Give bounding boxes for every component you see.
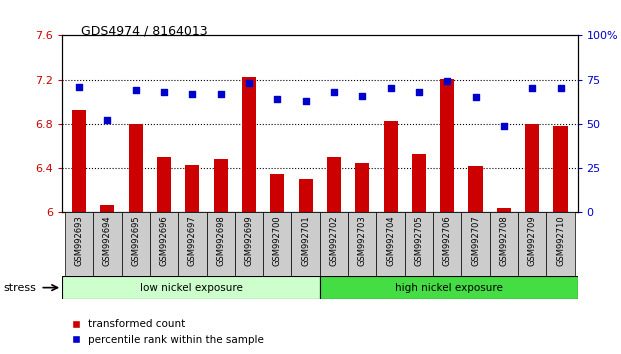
Text: high nickel exposure: high nickel exposure bbox=[395, 282, 502, 293]
Text: GSM992707: GSM992707 bbox=[471, 216, 480, 266]
Text: GSM992706: GSM992706 bbox=[443, 216, 451, 266]
Bar bbox=[546, 212, 574, 276]
Text: GSM992703: GSM992703 bbox=[358, 216, 367, 266]
Bar bbox=[468, 166, 483, 212]
Point bbox=[471, 95, 481, 100]
Bar bbox=[440, 79, 455, 212]
Bar bbox=[348, 212, 376, 276]
Bar bbox=[235, 212, 263, 276]
Bar bbox=[129, 124, 143, 212]
Text: GSM992702: GSM992702 bbox=[330, 216, 338, 266]
Point bbox=[527, 86, 537, 91]
Text: GSM992693: GSM992693 bbox=[75, 216, 84, 266]
Bar bbox=[62, 276, 320, 299]
Bar bbox=[72, 109, 86, 212]
Bar bbox=[518, 212, 546, 276]
Text: GSM992700: GSM992700 bbox=[273, 216, 282, 266]
Text: GSM992697: GSM992697 bbox=[188, 216, 197, 266]
Text: GSM992701: GSM992701 bbox=[301, 216, 310, 266]
Point bbox=[414, 89, 424, 95]
Bar bbox=[263, 212, 291, 276]
Text: GSM992708: GSM992708 bbox=[499, 216, 509, 266]
Point bbox=[386, 86, 396, 91]
Bar bbox=[355, 162, 369, 212]
Text: GDS4974 / 8164013: GDS4974 / 8164013 bbox=[81, 25, 207, 38]
Text: GSM992705: GSM992705 bbox=[414, 216, 424, 266]
Bar bbox=[405, 212, 433, 276]
Bar bbox=[376, 212, 405, 276]
Bar bbox=[65, 212, 93, 276]
Text: GSM992696: GSM992696 bbox=[160, 216, 168, 266]
Point bbox=[499, 123, 509, 129]
Bar bbox=[553, 126, 568, 212]
Bar bbox=[122, 212, 150, 276]
Point bbox=[273, 96, 283, 102]
Bar bbox=[178, 212, 207, 276]
Bar bbox=[93, 212, 122, 276]
Text: GSM992709: GSM992709 bbox=[528, 216, 537, 266]
Bar bbox=[384, 121, 397, 212]
Point bbox=[188, 91, 197, 97]
Text: GSM992698: GSM992698 bbox=[216, 216, 225, 266]
Text: low nickel exposure: low nickel exposure bbox=[140, 282, 242, 293]
Bar bbox=[185, 165, 199, 212]
Point bbox=[215, 91, 225, 97]
Text: stress: stress bbox=[3, 283, 36, 293]
Point bbox=[442, 79, 452, 84]
Bar bbox=[291, 212, 320, 276]
Bar bbox=[412, 154, 426, 212]
Bar bbox=[461, 212, 490, 276]
Point bbox=[357, 93, 367, 98]
Bar bbox=[320, 212, 348, 276]
Bar bbox=[320, 276, 578, 299]
Bar bbox=[327, 157, 341, 212]
Bar bbox=[101, 205, 114, 212]
Text: GSM992695: GSM992695 bbox=[131, 216, 140, 266]
Legend: transformed count, percentile rank within the sample: transformed count, percentile rank withi… bbox=[67, 315, 268, 349]
Bar bbox=[497, 208, 511, 212]
Point bbox=[301, 98, 310, 104]
Bar bbox=[525, 124, 539, 212]
Point bbox=[131, 87, 141, 93]
Bar bbox=[433, 212, 461, 276]
Bar bbox=[207, 212, 235, 276]
Bar bbox=[490, 212, 518, 276]
Bar bbox=[214, 159, 228, 212]
Text: GSM992694: GSM992694 bbox=[103, 216, 112, 266]
Point bbox=[244, 80, 254, 86]
Point bbox=[159, 89, 169, 95]
Bar bbox=[299, 179, 313, 212]
Bar bbox=[242, 78, 256, 212]
Bar bbox=[270, 174, 284, 212]
Point bbox=[556, 86, 566, 91]
Text: GSM992699: GSM992699 bbox=[245, 216, 253, 266]
Text: GSM992704: GSM992704 bbox=[386, 216, 395, 266]
Point bbox=[329, 89, 339, 95]
Point bbox=[74, 84, 84, 90]
Bar bbox=[150, 212, 178, 276]
Bar bbox=[157, 157, 171, 212]
Text: GSM992710: GSM992710 bbox=[556, 216, 565, 266]
Point bbox=[102, 118, 112, 123]
